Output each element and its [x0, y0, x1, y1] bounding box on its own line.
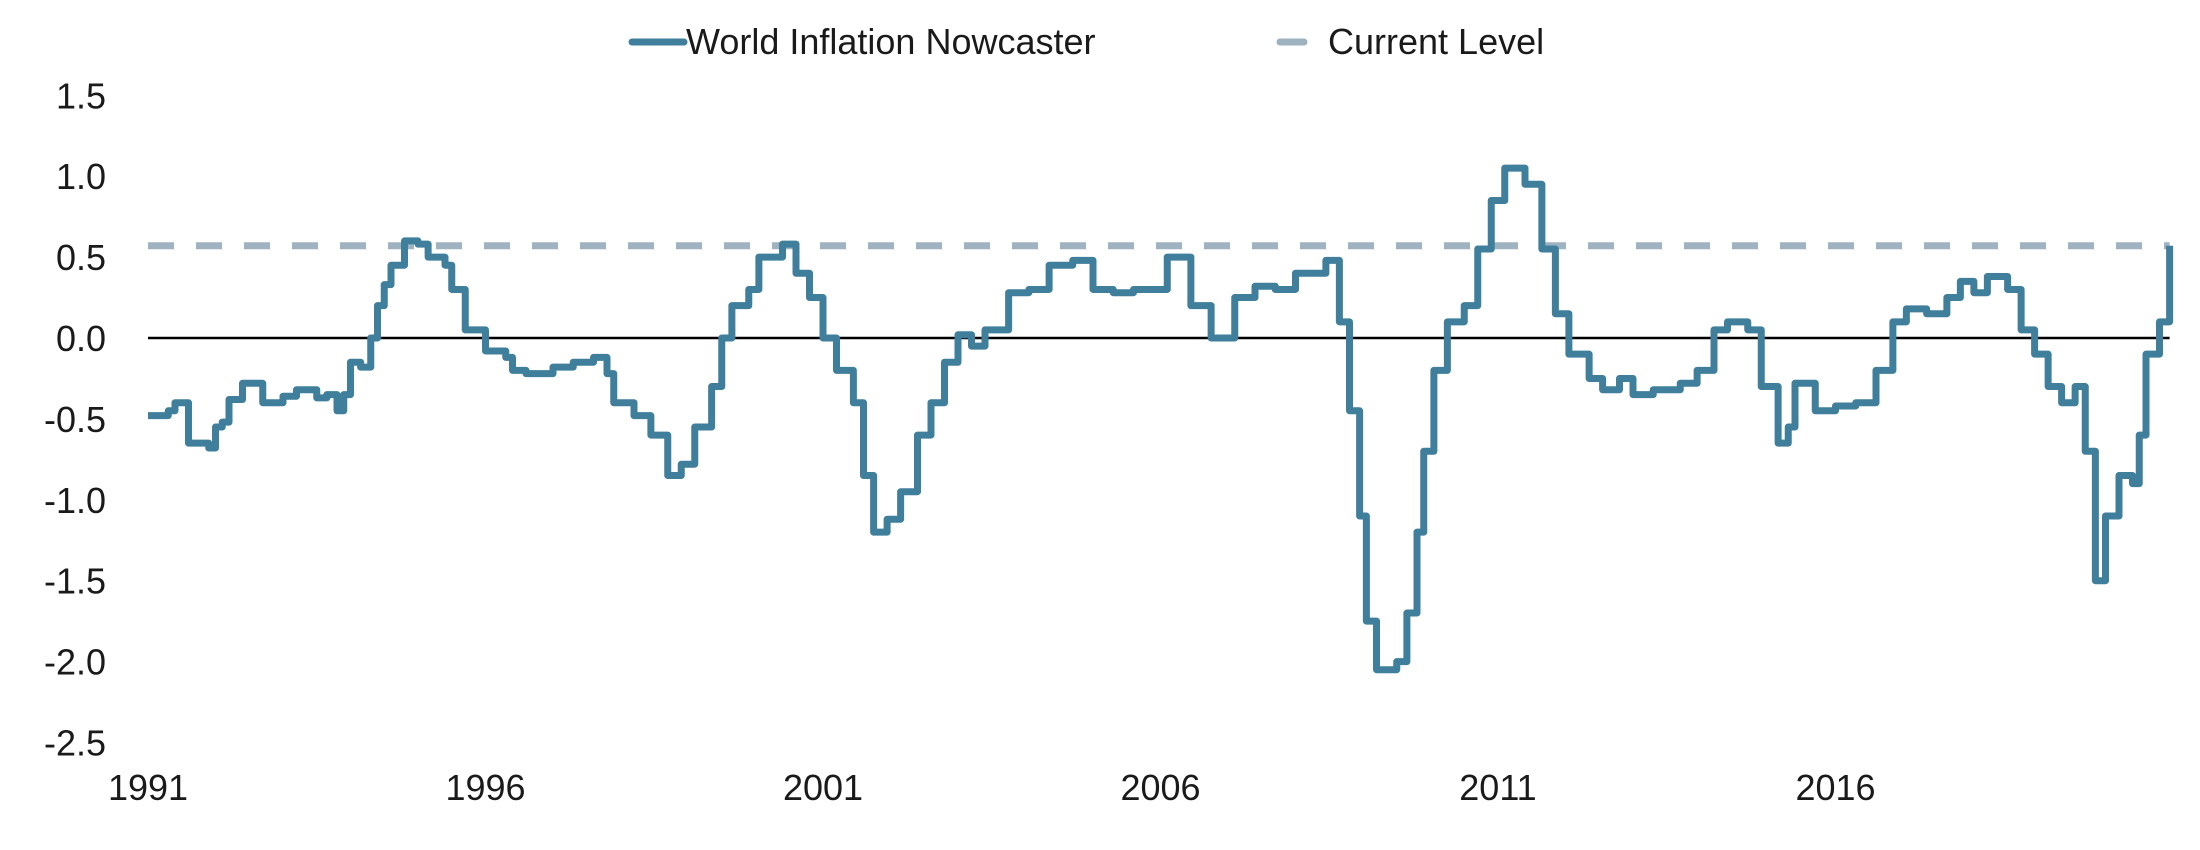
x-tick-label: 1991 — [108, 767, 188, 808]
x-tick-label: 2016 — [1795, 767, 1875, 808]
y-tick-label: 0.5 — [56, 237, 106, 278]
y-tick-label: 1.5 — [56, 75, 106, 116]
x-tick-label: 1996 — [445, 767, 525, 808]
y-tick-label: -0.5 — [44, 399, 106, 440]
legend-label-nowcaster: World Inflation Nowcaster — [686, 21, 1096, 62]
y-tick-label: 0.0 — [56, 318, 106, 359]
nowcaster-series-line — [148, 164, 2174, 674]
y-tick-label: 1.0 — [56, 156, 106, 197]
legend: World Inflation Nowcaster Current Level — [628, 21, 1544, 62]
y-tick-label: -1.5 — [44, 561, 106, 602]
x-tick-label: 2011 — [1459, 767, 1536, 808]
legend-label-current-level: Current Level — [1328, 21, 1544, 62]
x-tick-label: 2006 — [1120, 767, 1200, 808]
x-axis-ticks: 1991 1996 2001 2006 2011 2016 — [108, 767, 1876, 808]
y-tick-label: -2.5 — [44, 723, 106, 764]
y-tick-label: -1.0 — [44, 480, 106, 521]
y-tick-label: -2.0 — [44, 642, 106, 683]
x-tick-label: 2001 — [783, 767, 863, 808]
y-axis-ticks: 1.5 1.0 0.5 0.0 -0.5 -1.0 -1.5 -2.0 -2.5 — [44, 75, 106, 763]
